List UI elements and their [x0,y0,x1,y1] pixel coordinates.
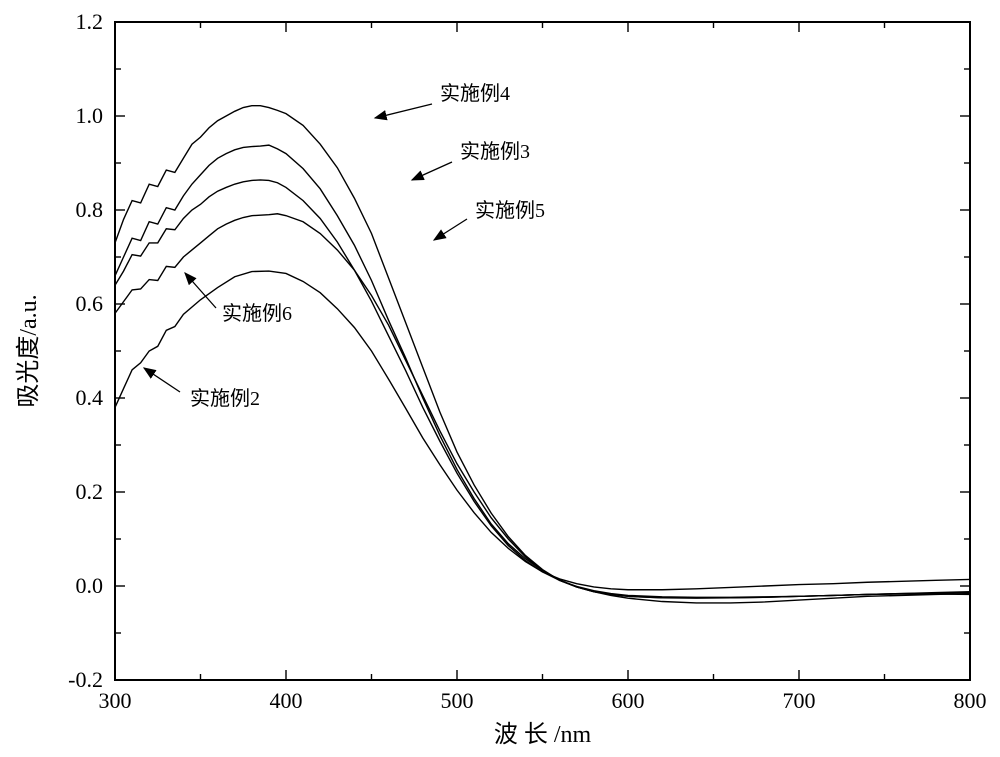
annotation-label: 实施例2 [190,387,260,410]
annotation-label: 实施例4 [440,82,510,105]
svg-text:吸光度/a.u.: 吸光度/a.u. [15,294,42,407]
annotation-label: 实施例6 [222,302,292,325]
svg-text:-0.2: -0.2 [68,667,103,692]
svg-text:0.2: 0.2 [76,479,104,504]
svg-text:700: 700 [783,688,816,713]
absorbance-spectra-chart: 300 400 500 600 700 800 波 长 /nm -0.2 0.0 0.2 0.4 0.… [0,0,1000,757]
svg-text:0.8: 0.8 [76,197,104,222]
svg-text:400: 400 [270,688,303,713]
svg-text:500: 500 [441,688,474,713]
svg-text:800: 800 [954,688,987,713]
svg-text:1.0: 1.0 [76,103,104,128]
svg-text:0.0: 0.0 [76,573,104,598]
svg-text:600: 600 [612,688,645,713]
annotation-label: 实施例3 [460,140,530,163]
svg-text:0.6: 0.6 [76,291,104,316]
svg-text:300: 300 [99,688,132,713]
svg-text:波 长 /nm: 波 长 /nm [494,721,592,748]
svg-text:0.4: 0.4 [76,385,104,410]
svg-text:1.2: 1.2 [76,9,104,34]
annotation-label: 实施例5 [475,199,545,222]
chart-container: 300 400 500 600 700 800 波 长 /nm -0.2 0.0 0.2 0.4 0.… [0,0,1000,757]
